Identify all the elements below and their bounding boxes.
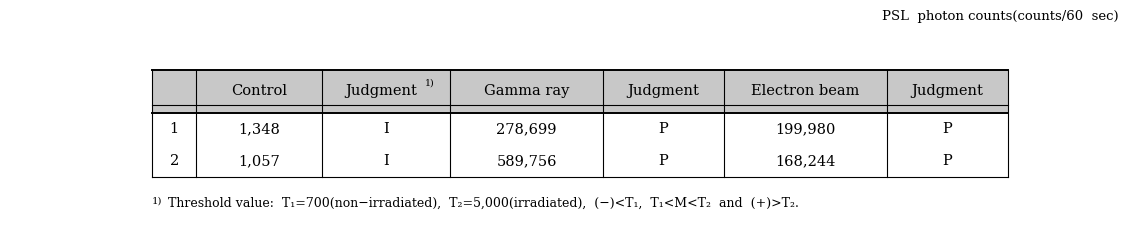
Bar <box>152 70 196 113</box>
Bar <box>724 70 886 113</box>
Text: 1,348: 1,348 <box>238 122 280 136</box>
Text: P: P <box>943 122 952 136</box>
Text: 168,244: 168,244 <box>775 154 835 168</box>
Text: 199,980: 199,980 <box>775 122 835 136</box>
Text: 278,699: 278,699 <box>497 122 557 136</box>
Text: Judgment: Judgment <box>345 84 417 98</box>
Text: P: P <box>943 154 952 168</box>
Bar <box>886 70 1009 113</box>
Bar <box>196 70 321 113</box>
Text: Judgment: Judgment <box>627 84 700 98</box>
Text: I: I <box>384 122 389 136</box>
Bar <box>603 70 724 113</box>
Text: P: P <box>659 154 668 168</box>
Text: 1,057: 1,057 <box>238 154 280 168</box>
Text: Threshold value:  T₁=700(non−irradiated),  T₂=5,000(irradiated),  (−)<T₁,  T₁<M<: Threshold value: T₁=700(non−irradiated),… <box>168 197 799 210</box>
Text: 589,756: 589,756 <box>497 154 557 168</box>
Text: 1): 1) <box>424 78 435 87</box>
Text: 1): 1) <box>152 196 163 205</box>
Text: 1: 1 <box>170 122 179 136</box>
Text: Control: Control <box>231 84 288 98</box>
Bar <box>321 70 451 113</box>
Bar <box>451 70 603 113</box>
Text: P: P <box>659 122 668 136</box>
Text: I: I <box>384 154 389 168</box>
Text: Gamma ray: Gamma ray <box>484 84 569 98</box>
Text: Judgment: Judgment <box>911 84 984 98</box>
Text: Electron beam: Electron beam <box>752 84 859 98</box>
Text: PSL  photon counts(counts/60  sec): PSL photon counts(counts/60 sec) <box>882 10 1118 23</box>
Text: 2: 2 <box>170 154 179 168</box>
